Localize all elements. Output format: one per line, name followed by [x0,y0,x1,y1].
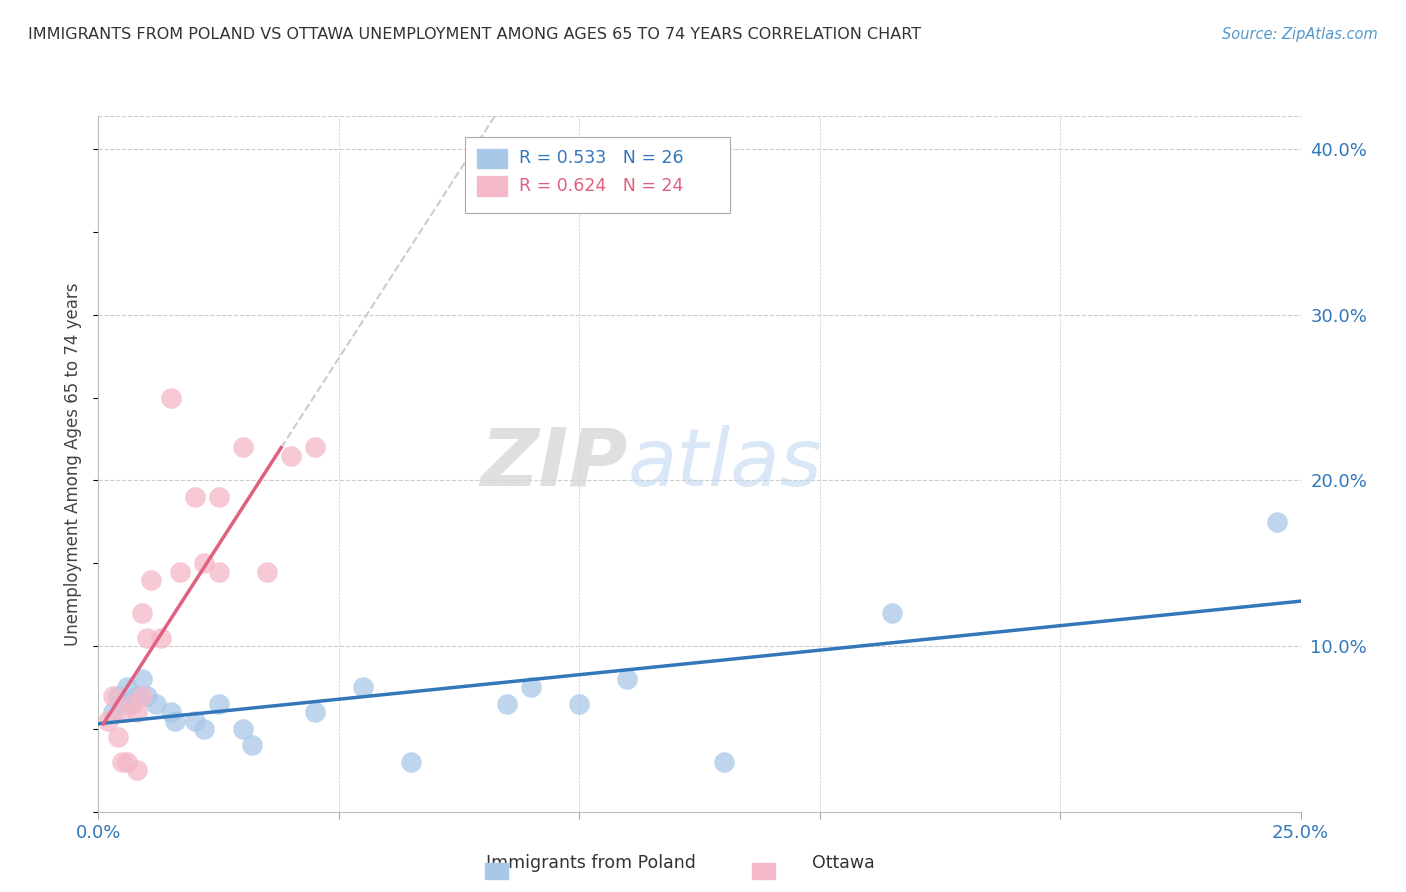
Point [135,631,157,645]
Point [208,565,231,579]
Point [101,689,124,703]
Point [193,722,215,736]
Text: ZIP: ZIP [479,425,627,503]
Point [352,681,374,695]
Point [117,755,139,769]
Point [135,689,157,703]
Point [125,764,148,778]
Point [208,697,231,711]
Point [101,706,124,720]
Point [97,714,120,728]
Y-axis label: Unemployment Among Ages 65 to 74 years: Unemployment Among Ages 65 to 74 years [65,282,83,646]
Point [304,706,326,720]
Point [107,730,129,744]
Bar [477,177,508,196]
Point [240,739,263,753]
Text: IMMIGRANTS FROM POLAND VS OTTAWA UNEMPLOYMENT AMONG AGES 65 TO 74 YEARS CORRELAT: IMMIGRANTS FROM POLAND VS OTTAWA UNEMPLO… [28,27,921,42]
Point [141,573,163,587]
Point [149,631,172,645]
Point [169,565,191,579]
Text: Source: ZipAtlas.com: Source: ZipAtlas.com [1222,27,1378,42]
Point [880,606,903,620]
Point [256,565,278,579]
Text: R = 0.624   N = 24: R = 0.624 N = 24 [519,177,683,194]
Point [159,391,181,405]
Point [107,689,129,703]
Point [111,755,134,769]
Point [165,714,187,728]
Point [568,697,591,711]
Point [713,755,735,769]
Point [111,706,134,720]
FancyBboxPatch shape [465,136,730,213]
Point [183,714,205,728]
Point [131,606,153,620]
Bar [477,149,508,169]
Point [193,556,215,570]
Point [280,449,302,463]
Point [232,440,254,454]
Point [183,490,205,504]
Point [111,697,134,711]
Point [520,681,543,695]
Point [1265,515,1288,529]
Text: atlas: atlas [627,425,823,503]
Point [208,490,231,504]
Point [232,722,254,736]
Point [121,697,143,711]
Point [304,440,326,454]
Point [117,681,139,695]
Point [159,706,181,720]
Text: R = 0.533   N = 26: R = 0.533 N = 26 [519,149,683,167]
Point [125,706,148,720]
Point [145,697,167,711]
Point [131,689,153,703]
Point [399,755,422,769]
Point [616,672,638,686]
Point [125,689,148,703]
Text: Immigrants from Poland: Immigrants from Poland [485,855,696,872]
Point [496,697,519,711]
Point [131,672,153,686]
Text: Ottawa: Ottawa [813,855,875,872]
Point [121,697,143,711]
